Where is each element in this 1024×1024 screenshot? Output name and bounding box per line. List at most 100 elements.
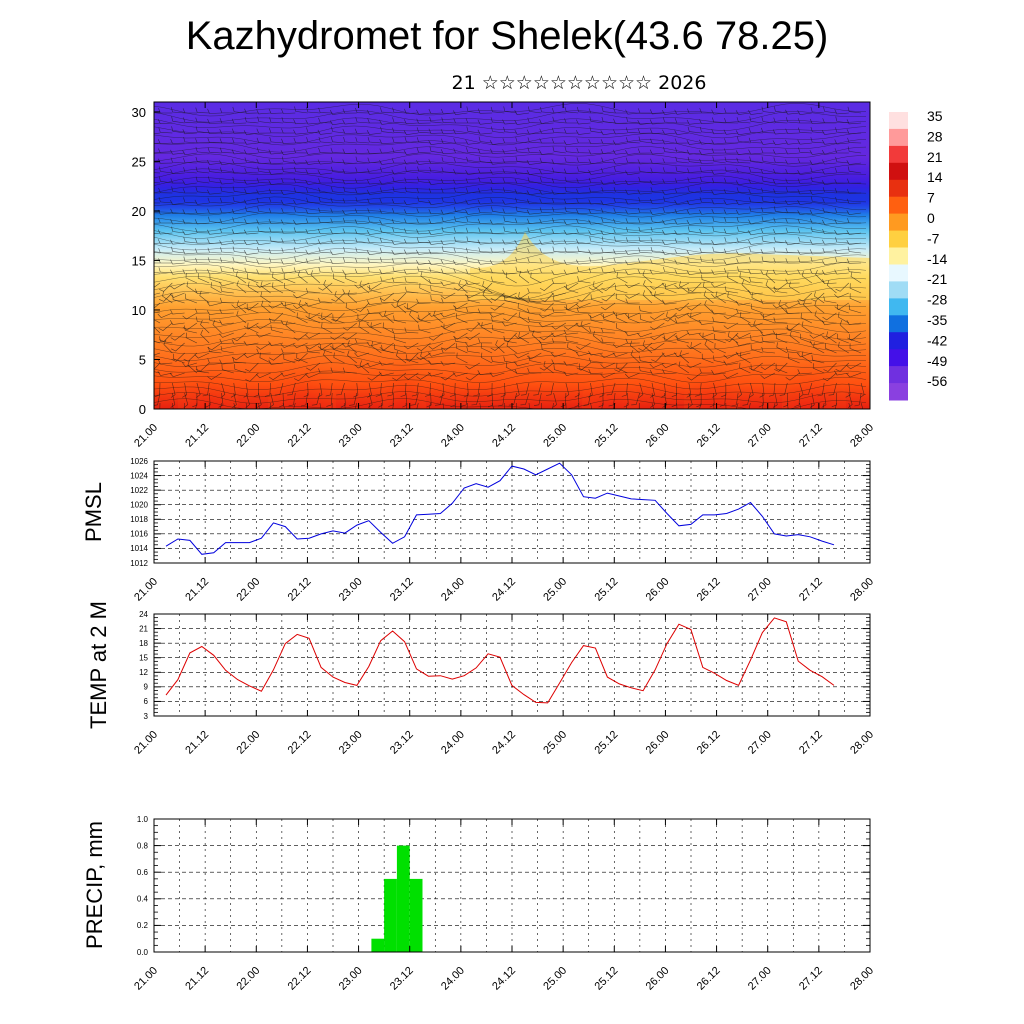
- wind-barb: [268, 108, 284, 114]
- wind-barb: [391, 239, 407, 245]
- wind-barb: [810, 176, 825, 184]
- wind-barb: [502, 187, 517, 194]
- x-tick-label: 27.12: [797, 965, 825, 993]
- wind-barb: [158, 108, 173, 114]
- wind-barb: [366, 300, 382, 305]
- wind-barb: [588, 249, 603, 255]
- wind-barb: [305, 228, 320, 235]
- wind-barb: [704, 300, 714, 314]
- wind-barb: [318, 196, 333, 204]
- wind-barb: [502, 247, 517, 254]
- wind-barb: [232, 267, 247, 274]
- wind-barb: [207, 358, 222, 364]
- wind-barb: [686, 362, 702, 369]
- wind-barb: [711, 292, 726, 298]
- wind-barb: [695, 382, 702, 397]
- wind-barb: [367, 237, 382, 244]
- wind-barb: [735, 180, 751, 186]
- wind-barb: [343, 186, 357, 194]
- wind-barb: [565, 335, 579, 344]
- colorbar-swatch: [889, 366, 908, 384]
- wind-barb: [723, 352, 739, 359]
- wind-barb: [466, 307, 480, 314]
- wind-barb: [551, 228, 566, 234]
- wind-barb: [637, 269, 653, 275]
- wind-barb: [367, 157, 382, 164]
- wind-barb: [835, 127, 849, 134]
- wind-barb: [731, 392, 739, 407]
- wind-barb: [576, 178, 591, 184]
- wind-barb: [514, 169, 530, 175]
- wind-barb: [839, 319, 850, 334]
- wind-barb: [663, 196, 677, 204]
- wind-barb: [798, 257, 812, 264]
- wind-barb: [232, 357, 247, 364]
- wind-barb: [834, 370, 849, 376]
- wind-barb: [574, 382, 580, 398]
- wind-barb: [518, 311, 530, 324]
- wind-barb: [526, 269, 542, 275]
- wind-barb: [207, 189, 222, 195]
- wind-barb: [200, 319, 210, 334]
- wind-barb: [256, 219, 271, 225]
- wind-barb: [810, 196, 825, 204]
- wind-barb: [737, 226, 751, 234]
- wind-barb: [623, 392, 629, 408]
- wind-barb: [666, 311, 677, 324]
- wind-barb: [452, 372, 468, 377]
- wind-barb: [724, 166, 739, 174]
- wind-barb: [502, 158, 517, 164]
- wind-barb: [154, 202, 161, 204]
- wind-barb: [551, 178, 566, 184]
- wind-barb: [612, 159, 628, 165]
- wind-barb: [477, 168, 493, 174]
- x-tick-label: 24.12: [490, 422, 518, 450]
- wind-barb: [590, 402, 593, 409]
- wind-barb: [219, 240, 234, 246]
- wind-barb: [518, 291, 530, 304]
- wind-barb: [482, 290, 493, 304]
- wind-barb: [838, 312, 849, 324]
- wind-barb: [601, 256, 616, 264]
- wind-barb: [500, 382, 506, 398]
- wind-barb: [293, 238, 308, 244]
- wind-barb: [184, 325, 197, 334]
- wind-barb: [158, 166, 173, 174]
- wind-barb: [724, 177, 739, 184]
- wind-barb: [785, 117, 800, 124]
- wind-barb: [154, 292, 161, 295]
- wind-barb: [318, 282, 333, 291]
- wind-barb: [663, 266, 677, 274]
- wind-barb: [837, 333, 849, 344]
- wind-barb: [378, 312, 394, 318]
- wind-barb: [711, 309, 726, 315]
- wind-barb: [687, 186, 702, 194]
- wind-barb: [514, 110, 530, 116]
- wind-barb: [797, 139, 812, 145]
- wind-barb: [477, 218, 493, 224]
- wind-barb: [785, 187, 800, 194]
- wind-barb: [520, 392, 530, 406]
- wind-barb: [441, 188, 456, 194]
- wind-barb: [294, 256, 308, 264]
- wind-barb: [330, 208, 345, 214]
- wind-barb: [674, 259, 689, 265]
- wind-barb: [478, 337, 493, 344]
- wind-barb: [538, 312, 554, 319]
- wind-barb: [182, 209, 197, 215]
- colorbar-label: 0: [927, 210, 935, 226]
- wind-barb: [601, 292, 616, 302]
- wind-barb: [563, 322, 579, 330]
- wind-barb: [268, 188, 284, 194]
- wind-barb: [392, 266, 407, 274]
- wind-barb: [281, 228, 296, 234]
- wind-barb: [774, 206, 788, 214]
- x-tick-label: 22.00: [234, 422, 262, 450]
- wind-barb: [823, 106, 837, 114]
- wind-barb: [638, 236, 653, 244]
- wind-barb: [616, 362, 628, 374]
- wind-barb: [835, 362, 850, 372]
- wind-barb: [763, 314, 776, 324]
- wind-barb: [711, 109, 726, 115]
- wind-barb: [343, 257, 357, 264]
